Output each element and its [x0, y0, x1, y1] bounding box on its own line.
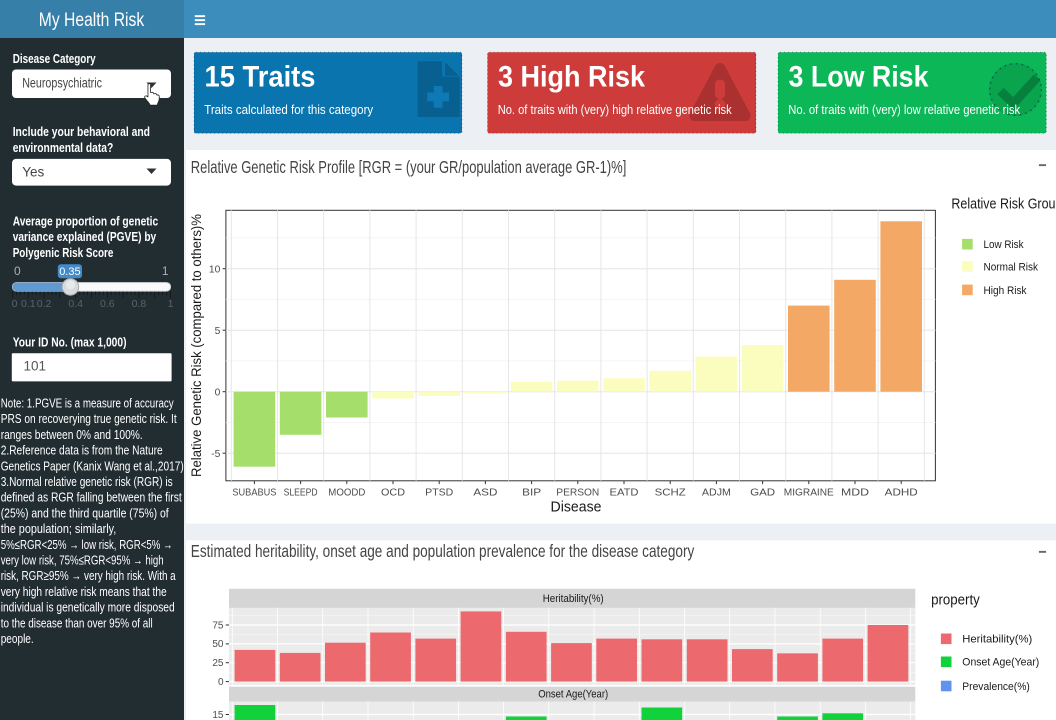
svg-text:PRS on recoverying true geneti: PRS on recoverying true genetic risk. It [1, 411, 177, 426]
svg-text:High Risk: High Risk [984, 285, 1027, 297]
svg-text:SLEEPD: SLEEPD [284, 488, 318, 499]
svg-text:3 Low Risk: 3 Low Risk [789, 60, 929, 93]
svg-text:5: 5 [215, 326, 221, 337]
svg-text:ASD: ASD [473, 488, 497, 499]
svg-text:ranges between 0% and 100%.: ranges between 0% and 100%. [1, 427, 143, 442]
svg-text:Heritability(%): Heritability(%) [962, 634, 1032, 646]
svg-text:0: 0 [14, 264, 21, 278]
svg-text:3.Normal relative genetic risk: 3.Normal relative genetic risk (RGR) is [1, 474, 173, 489]
svg-text:Relative Genetic Risk (compare: Relative Genetic Risk (compared to other… [189, 214, 205, 477]
svg-text:ADHD: ADHD [885, 488, 918, 499]
svg-text:10: 10 [209, 264, 221, 275]
svg-text:3 High Risk: 3 High Risk [498, 60, 645, 93]
svg-text:to the disease than over 95% o: to the disease than over 95% of all [1, 615, 153, 630]
svg-text:variance explained (PGVE) by: variance explained (PGVE) by [13, 229, 157, 244]
svg-text:Include your behavioral and: Include your behavioral and [13, 124, 150, 139]
svg-text:Relative Genetic Risk Profile: Relative Genetic Risk Profile [RGR = (yo… [191, 157, 627, 177]
svg-text:PTSD: PTSD [425, 488, 453, 499]
svg-text:15: 15 [212, 710, 224, 720]
svg-text:ADJM: ADJM [702, 488, 731, 499]
svg-text:risk, RGR≥95% → very high risk: risk, RGR≥95% → very high risk. With a [1, 568, 176, 583]
svg-text:very high relative risk means: very high relative risk means that the [1, 584, 167, 599]
svg-text:Normal Risk: Normal Risk [984, 261, 1039, 273]
svg-text:Low Risk: Low Risk [984, 239, 1024, 251]
svg-text:Polygenic Risk Score: Polygenic Risk Score [13, 245, 114, 260]
svg-text:Onset Age(Year): Onset Age(Year) [538, 689, 608, 701]
svg-text:Disease Category: Disease Category [13, 51, 97, 66]
svg-text:PERSON: PERSON [556, 488, 599, 499]
svg-text:MOODD: MOODD [328, 488, 365, 499]
svg-text:No. of traits with (very) high: No. of traits with (very) high relative … [498, 102, 732, 117]
svg-text:Average proportion of genetic: Average proportion of genetic [13, 213, 159, 228]
svg-text:GAD: GAD [750, 488, 775, 499]
svg-text:0.6: 0.6 [100, 298, 115, 310]
svg-text:OCD: OCD [381, 488, 405, 499]
svg-text:individual is genetically more: individual is genetically more disposed [1, 600, 175, 615]
svg-text:BIP: BIP [522, 488, 541, 499]
svg-text:0: 0 [12, 298, 18, 310]
svg-text:MIGRAINE: MIGRAINE [784, 488, 834, 499]
svg-text:75: 75 [212, 620, 224, 631]
svg-text:environmental data?: environmental data? [13, 140, 114, 155]
svg-text:SUBABUS: SUBABUS [232, 488, 276, 499]
svg-text:Genetics Paper (Kanix Wang et: Genetics Paper (Kanix Wang et al.,2017) [1, 458, 184, 473]
svg-text:the population; similarly,: the population; similarly, [1, 521, 117, 536]
svg-text:Note: 1.PGVE is a measure of a: Note: 1.PGVE is a measure of accuracy [1, 396, 174, 411]
svg-text:0.1: 0.1 [21, 298, 36, 310]
svg-text:101: 101 [24, 359, 47, 374]
svg-text:people.: people. [1, 631, 34, 646]
svg-text:25: 25 [212, 658, 224, 669]
svg-text:0: 0 [215, 387, 221, 398]
svg-text:very low risk, 75%≤RGR<95% → h: very low risk, 75%≤RGR<95% → high [1, 553, 164, 568]
svg-text:My Health Risk: My Health Risk [39, 9, 145, 31]
svg-text:2.Reference data is from the N: 2.Reference data is from the Nature [1, 443, 163, 458]
svg-text:Your ID No. (max 1,000): Your ID No. (max 1,000) [13, 334, 127, 349]
svg-text:0.2: 0.2 [37, 298, 52, 310]
svg-text:EATD: EATD [610, 488, 639, 499]
svg-text:0: 0 [218, 677, 224, 688]
svg-text:0.35: 0.35 [59, 266, 80, 278]
svg-text:1: 1 [168, 298, 174, 310]
svg-text:5%≤RGR<25% → low risk, RGR<5%: 5%≤RGR<25% → low risk, RGR<5% → [1, 537, 173, 552]
svg-text:Yes: Yes [22, 164, 44, 180]
svg-text:Neuropsychiatric: Neuropsychiatric [22, 74, 102, 90]
svg-text:1: 1 [162, 264, 169, 278]
svg-text:No. of traits with (very) low: No. of traits with (very) low relative g… [788, 102, 1020, 117]
svg-text:-5: -5 [211, 449, 220, 460]
svg-text:15 Traits: 15 Traits [205, 60, 316, 93]
svg-text:Heritability(%): Heritability(%) [543, 593, 604, 605]
svg-text:Traits calculated for this cat: Traits calculated for this category [204, 102, 373, 117]
svg-text:defined as RGR falling between: defined as RGR falling between the first [1, 490, 182, 505]
svg-text:Relative Risk Group: Relative Risk Group [951, 197, 1056, 213]
svg-text:Prevalence(%): Prevalence(%) [962, 681, 1030, 693]
svg-text:50: 50 [212, 639, 224, 650]
svg-text:Disease: Disease [551, 500, 602, 516]
svg-text:MDD: MDD [841, 488, 869, 499]
svg-text:0.8: 0.8 [132, 298, 147, 310]
svg-text:Estimated heritability, onset: Estimated heritability, onset age and po… [191, 541, 695, 561]
svg-text:Onset Age(Year): Onset Age(Year) [962, 657, 1039, 669]
svg-text:SCHZ: SCHZ [655, 488, 686, 499]
svg-text:0.4: 0.4 [68, 298, 83, 310]
svg-text:(25%) and the third quartile (: (25%) and the third quartile (75%) of [1, 505, 169, 520]
svg-text:property: property [931, 593, 980, 609]
